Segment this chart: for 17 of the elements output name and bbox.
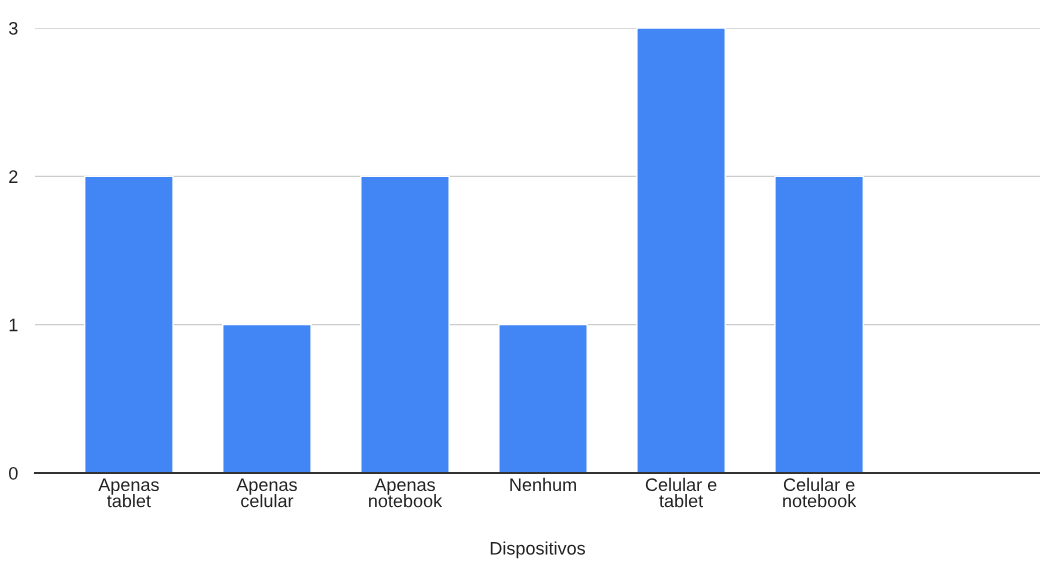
x-axis-title: Dispositivos [490, 541, 586, 559]
bar [222, 323, 312, 473]
x-tick-label: Nenhum [510, 477, 576, 492]
bar [360, 175, 450, 473]
x-tick-label: Apenas tablet [98, 478, 159, 508]
y-tick-label: 2 [9, 170, 18, 183]
y-tick-label: 3 [8, 21, 18, 35]
y-tick-label: 1 [9, 318, 18, 332]
bar [498, 323, 588, 473]
bar [774, 175, 864, 473]
x-tick-label: Apenas notebook [369, 478, 443, 508]
y-tick-label: 0 [9, 466, 18, 480]
x-tick-label: Apenas celular [236, 478, 297, 508]
x-tick-label: Celular e tablet [645, 477, 717, 508]
x-tick-label: Celular e notebook [783, 477, 857, 508]
bar [84, 175, 174, 473]
bar [636, 28, 726, 473]
